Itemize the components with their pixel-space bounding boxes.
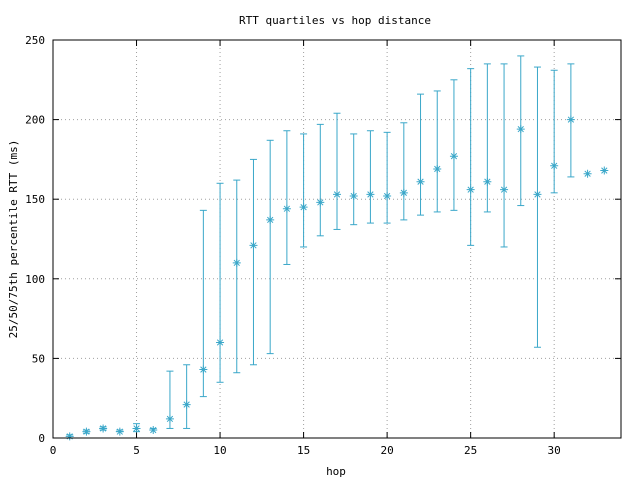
median-marker [433,164,442,173]
median-marker [566,115,575,124]
data-point-hop-17 [333,112,341,230]
data-point-hop-2 [82,427,91,436]
data-point-hop-7 [165,370,174,429]
median-marker [266,215,275,224]
median-marker [399,188,408,197]
data-point-hop-9 [199,209,208,398]
data-point-hop-28 [516,55,525,207]
x-tick-label: 5 [133,444,140,457]
y-tick-label: 150 [25,193,45,206]
median-marker [316,198,325,207]
data-point-hop-21 [399,122,408,221]
data-point-hop-30 [550,69,559,194]
median-marker [583,169,592,178]
data-point-hop-10 [216,182,225,383]
data-point-hop-12 [249,158,258,366]
data-point-hop-27 [500,63,509,248]
median-marker [466,185,475,194]
data-point-hop-20 [383,131,392,224]
median-marker [199,365,208,374]
median-marker [232,258,241,267]
median-marker [182,400,191,409]
data-point-hop-31 [566,63,575,178]
data-point-hop-16 [316,123,325,237]
data-point-hop-15 [299,133,308,248]
data-point-hop-5 [132,423,141,433]
y-tick-label: 50 [32,352,45,365]
data-point-hop-29 [533,66,542,348]
median-marker [149,426,158,435]
axis-ticks: 0 50 100 150 200 250 0 5 10 15 20 25 30 [25,34,621,457]
data-point-hop-13 [266,139,275,355]
median-marker [132,424,141,433]
data-point-hop-8 [182,364,191,429]
median-marker [349,192,358,201]
x-tick-label: 30 [548,444,561,457]
y-tick-label: 0 [38,432,45,445]
x-tick-label: 10 [213,444,226,457]
median-marker [299,203,308,212]
median-marker [282,204,291,213]
data-point-hop-25 [466,68,475,246]
chart-title: RTT quartiles vs hop distance [239,14,431,27]
median-marker [449,152,458,161]
median-marker [115,427,124,436]
y-tick-label: 250 [25,34,45,47]
median-marker [516,125,525,134]
data-point-hop-32 [583,169,592,178]
data-point-hop-1 [65,432,74,441]
median-marker [383,192,392,201]
data-point-hop-33 [600,166,609,175]
x-tick-label: 25 [464,444,477,457]
data-point-hop-6 [149,426,158,435]
median-marker [165,414,174,423]
y-tick-label: 100 [25,273,45,286]
y-axis-label: 25/50/75th percentile RTT (ms) [7,140,20,339]
x-axis-label: hop [326,465,346,478]
median-marker [82,427,91,436]
median-marker [99,424,108,433]
x-tick-label: 15 [297,444,310,457]
median-marker [533,190,542,199]
data-point-hop-14 [282,130,291,265]
data-point-hop-18 [349,133,358,226]
y-tick-label: 200 [25,114,45,127]
data-point-hop-4 [115,427,124,436]
data-point-hop-22 [416,93,425,216]
data-point-hop-11 [232,179,241,374]
data-series [65,55,609,441]
data-point-hop-23 [433,90,442,213]
data-point-hop-26 [483,63,492,213]
data-point-hop-19 [366,130,375,224]
median-marker [249,241,258,250]
median-marker [333,190,341,199]
data-point-hop-24 [449,79,458,211]
x-tick-label: 20 [380,444,393,457]
x-tick-label: 0 [50,444,57,457]
median-marker [483,177,492,186]
median-marker [65,432,74,441]
plot-frame [52,39,622,439]
median-marker [500,185,509,194]
data-point-hop-3 [99,424,108,433]
grid-lines [53,40,621,438]
median-marker [550,161,559,170]
median-marker [600,166,609,175]
median-marker [416,177,425,186]
median-marker [216,338,225,347]
median-marker [366,190,375,199]
